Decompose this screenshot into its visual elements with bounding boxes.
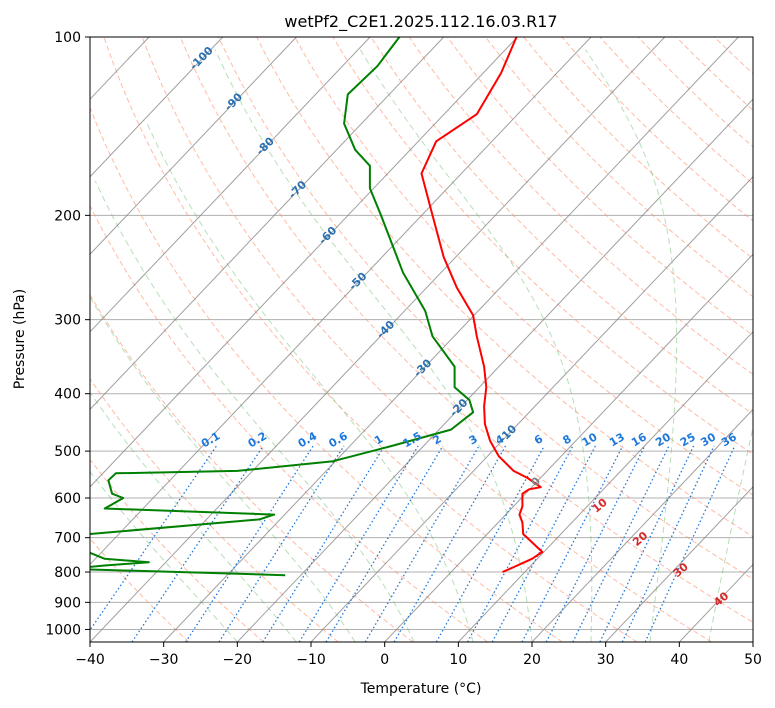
mixing-ratio-line xyxy=(545,445,646,642)
isotherm-line xyxy=(310,176,753,642)
moist-adiabat-line xyxy=(94,180,415,642)
temperature-profile-line xyxy=(420,37,544,573)
moist-adiabat-line xyxy=(214,49,533,642)
y-tick-label: 900 xyxy=(54,595,81,611)
x-axis-label: Temperature (°C) xyxy=(360,681,482,697)
moist-adiabat-line xyxy=(584,49,678,642)
isotherm-line xyxy=(90,37,445,411)
isotherm-line xyxy=(236,98,753,642)
moist-adiabat-line xyxy=(90,391,297,642)
dry-adiabat-line xyxy=(141,37,712,642)
mixing-ratio-line xyxy=(131,445,264,642)
moist-adiabat-line xyxy=(708,424,753,642)
dry-adiabat-line xyxy=(90,106,563,642)
isotherm-line xyxy=(90,37,371,333)
moist-adiabat-line xyxy=(90,295,356,642)
y-tick-label: 400 xyxy=(54,387,81,403)
mixing-ratio-line xyxy=(521,445,624,642)
y-tick-label: 800 xyxy=(54,565,81,581)
mixing-ratio-line xyxy=(572,445,670,642)
isotherm-line xyxy=(531,408,753,642)
mixing-ratio-line xyxy=(218,445,345,642)
plot-frame xyxy=(89,36,754,643)
mixing-ratio-line xyxy=(599,445,695,642)
y-axis-label: Pressure (hPa) xyxy=(12,289,28,389)
dry-adiabat-line xyxy=(485,37,753,298)
dry-adiabat-line xyxy=(90,537,190,642)
isotherm-line xyxy=(163,37,739,642)
x-tick-label: 50 xyxy=(744,652,762,668)
isotherm-line xyxy=(457,331,753,642)
moist-adiabat-line xyxy=(146,123,474,642)
mixing-ratio-line xyxy=(393,445,507,642)
x-tick-label: 30 xyxy=(597,652,615,668)
chart-title: wetPf2_C2E1.2025.112.16.03.R17 xyxy=(284,12,557,32)
isotherm-line xyxy=(90,37,224,178)
y-tick-label: 200 xyxy=(54,208,81,224)
dry-adiabat-line xyxy=(294,37,753,496)
y-axis: 100 200 300 400 500 600 700 800 900 1000 xyxy=(45,30,90,638)
x-tick-label: 40 xyxy=(670,652,688,668)
mixing-ratio-line xyxy=(185,445,314,642)
isotherm-line xyxy=(90,37,666,642)
x-axis: −40 −30 −20 −10 0 10 20 30 40 50 xyxy=(75,642,762,668)
dry-adiabat-line xyxy=(90,204,488,642)
mixing-ratio-line xyxy=(435,445,545,642)
y-tick-label: 500 xyxy=(54,444,81,460)
dry-adiabat-line xyxy=(179,37,753,623)
dry-adiabat-line xyxy=(103,37,638,642)
data-series xyxy=(90,37,544,577)
y-tick-label: 600 xyxy=(54,491,81,507)
x-tick-label: 10 xyxy=(449,652,467,668)
isotherm-line xyxy=(90,37,592,566)
x-tick-label: −30 xyxy=(149,652,179,668)
background-lines xyxy=(90,37,753,642)
x-tick-label: 0 xyxy=(380,652,389,668)
moist-adiabat-line xyxy=(359,49,593,642)
y-tick-label: 100 xyxy=(54,30,81,46)
dry-adiabat-line xyxy=(370,37,753,415)
x-tick-label: −20 xyxy=(223,652,253,668)
moist-adiabat-line xyxy=(90,470,238,642)
isotherm-line xyxy=(384,253,753,642)
dry-adiabat-line xyxy=(90,458,264,642)
dry-adiabat-line xyxy=(408,37,753,375)
isotherm-line xyxy=(90,37,297,256)
dewpoint-profile-line xyxy=(90,37,475,577)
isotherm-line xyxy=(90,37,518,488)
mixing-ratio-line xyxy=(466,445,574,642)
dry-adiabat-line xyxy=(217,37,753,580)
y-tick-label: 700 xyxy=(54,531,81,547)
x-tick-label: −10 xyxy=(296,652,326,668)
isotherm-line xyxy=(605,486,753,642)
mixing-ratio-line xyxy=(491,445,597,642)
x-tick-label: 20 xyxy=(523,652,541,668)
mixing-ratio-line xyxy=(364,445,480,642)
y-tick-label: 1000 xyxy=(45,622,81,638)
x-tick-label: −40 xyxy=(75,652,105,668)
y-tick-label: 300 xyxy=(54,313,81,329)
mixing-ratio-line xyxy=(621,445,715,642)
mixing-ratio-line xyxy=(262,445,386,642)
